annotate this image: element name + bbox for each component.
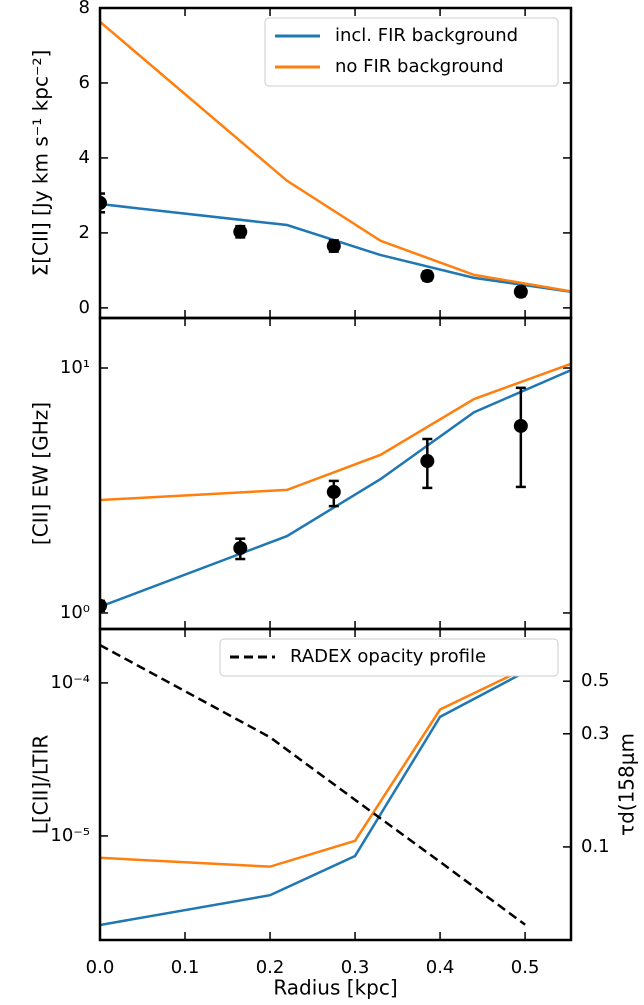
- plot-area: [100, 362, 571, 613]
- error-bar: [100, 192, 105, 214]
- x-tick-label: 0.3: [341, 957, 370, 978]
- y-tick-label: 10⁻⁴: [50, 672, 90, 693]
- y-tick-label: 4: [79, 147, 90, 168]
- plot-area: [100, 643, 526, 927]
- series-line: [100, 670, 526, 927]
- y-axis-label: L[CII]/LTIR: [29, 735, 53, 835]
- y2-tick-label: 0.3: [581, 723, 610, 744]
- data-point: [233, 224, 248, 239]
- axes-frame: [98, 316, 573, 631]
- y-tick-label: 2: [79, 222, 90, 243]
- series-line: [100, 369, 571, 608]
- legend-label: no FIR background: [335, 56, 504, 77]
- axes-frame: [98, 627, 573, 942]
- x-axis-label: Radius [kpc]: [273, 976, 397, 1000]
- y-tick-label: 6: [79, 72, 90, 93]
- y-axis-label: Σ[CII] [Jy km s⁻¹ kpc⁻²]: [29, 50, 53, 277]
- y-tick-label: 0: [79, 297, 90, 318]
- data-point: [420, 269, 435, 284]
- y-tick-label: 10⁰: [60, 602, 90, 623]
- x-tick-label: 0.0: [86, 957, 115, 978]
- y-axis-label: [CII] EW [GHz]: [29, 402, 53, 545]
- x-tick-label: 0.2: [256, 957, 285, 978]
- series-line: [100, 20, 571, 293]
- data-point: [513, 284, 528, 299]
- y-tick-label: 10⁻⁵: [50, 825, 90, 846]
- error-bar: [515, 386, 526, 489]
- data-point: [326, 484, 341, 499]
- x-tick-label: 0.5: [511, 957, 540, 978]
- data-point: [100, 195, 107, 210]
- series-line: [100, 202, 571, 293]
- data-point: [513, 418, 528, 433]
- y2-tick-label: 0.5: [581, 670, 610, 691]
- x-tick-label: 0.1: [171, 957, 200, 978]
- data-point: [233, 541, 248, 556]
- legend-box: [264, 17, 559, 87]
- legend-label: incl. FIR background: [335, 25, 518, 46]
- y2-axis-label: τd(158μm: [615, 733, 639, 836]
- x-tick-label: 0.4: [426, 957, 455, 978]
- data-point: [326, 239, 341, 254]
- series-line: [100, 362, 571, 502]
- series-line: [100, 643, 526, 926]
- y2-tick-label: 0.1: [581, 836, 610, 857]
- legend-label: RADEX opacity profile: [290, 646, 486, 667]
- y-tick-label: 8: [79, 0, 90, 18]
- data-point: [420, 454, 435, 469]
- data-point: [100, 598, 107, 613]
- series-line: [100, 667, 526, 868]
- y-tick-label: 10¹: [60, 357, 90, 378]
- legend-box: [219, 638, 559, 677]
- plot-area: [100, 20, 571, 299]
